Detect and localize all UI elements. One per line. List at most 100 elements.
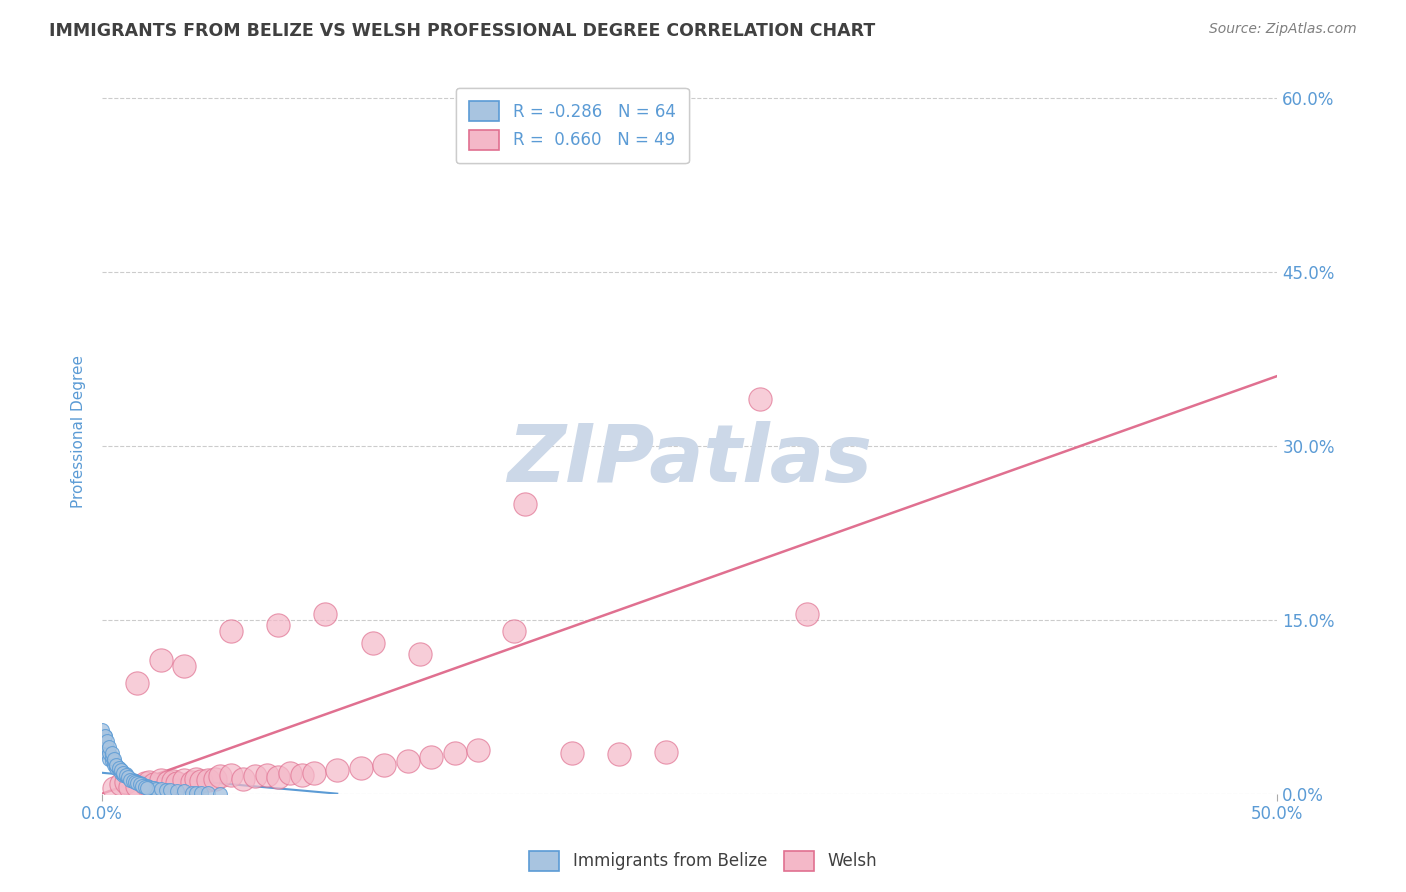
Point — [302, 765, 325, 780]
Point — [103, 754, 125, 768]
Point — [221, 624, 243, 639]
Point — [291, 768, 314, 782]
Point — [142, 780, 165, 795]
Point — [502, 624, 524, 639]
Point — [134, 779, 156, 793]
Point — [112, 765, 135, 780]
Point — [796, 607, 818, 621]
Point — [173, 772, 195, 787]
Point — [315, 607, 337, 621]
Point — [91, 734, 114, 748]
Point — [204, 772, 226, 786]
Point — [561, 746, 583, 760]
Point — [98, 752, 121, 766]
Point — [131, 777, 153, 791]
Point — [100, 746, 122, 760]
Point — [93, 740, 115, 755]
Point — [232, 772, 254, 786]
Point — [103, 757, 125, 772]
Point — [157, 775, 180, 789]
Point — [96, 740, 118, 755]
Legend: R = -0.286   N = 64, R =  0.660   N = 49: R = -0.286 N = 64, R = 0.660 N = 49 — [456, 87, 689, 163]
Point — [267, 618, 290, 632]
Point — [120, 772, 142, 786]
Point — [166, 784, 188, 798]
Point — [243, 769, 266, 783]
Point — [121, 772, 143, 787]
Point — [749, 392, 772, 407]
Point — [138, 775, 160, 789]
Point — [128, 777, 150, 791]
Point — [110, 765, 132, 780]
Point — [98, 740, 121, 755]
Point — [135, 779, 157, 793]
Point — [197, 785, 219, 799]
Point — [93, 729, 115, 743]
Point — [105, 761, 128, 775]
Point — [120, 780, 142, 794]
Point — [127, 776, 149, 790]
Point — [112, 765, 135, 780]
Point — [127, 779, 149, 793]
Text: ZIPatlas: ZIPatlas — [508, 421, 872, 500]
Point — [127, 676, 149, 690]
Point — [278, 765, 301, 780]
Point — [100, 749, 122, 764]
Point — [607, 747, 630, 762]
Y-axis label: Professional Degree: Professional Degree — [72, 355, 86, 508]
Text: Source: ZipAtlas.com: Source: ZipAtlas.com — [1209, 22, 1357, 37]
Point — [180, 775, 202, 789]
Point — [197, 772, 219, 787]
Point — [103, 780, 125, 795]
Point — [396, 754, 419, 768]
Point — [114, 768, 136, 782]
Point — [166, 776, 188, 790]
Point — [105, 757, 128, 772]
Point — [361, 636, 384, 650]
Point — [515, 497, 537, 511]
Point — [208, 769, 231, 783]
Point — [149, 653, 172, 667]
Point — [96, 734, 118, 748]
Point — [100, 754, 122, 768]
Point — [256, 768, 278, 782]
Point — [149, 772, 172, 787]
Point — [145, 782, 167, 797]
Point — [221, 768, 243, 782]
Point — [138, 780, 160, 794]
Point — [173, 784, 195, 798]
Point — [326, 764, 349, 778]
Point — [142, 777, 165, 791]
Point — [114, 767, 136, 781]
Point — [121, 773, 143, 788]
Point — [162, 773, 184, 788]
Point — [173, 659, 195, 673]
Point — [467, 742, 489, 756]
Point — [124, 775, 146, 789]
Point — [93, 729, 115, 743]
Point — [208, 787, 231, 801]
Point — [155, 783, 177, 797]
Point — [655, 745, 678, 759]
Point — [149, 782, 172, 797]
Point — [120, 772, 142, 787]
Point — [110, 777, 132, 791]
Point — [267, 771, 290, 785]
Point — [443, 746, 465, 760]
Point — [112, 768, 135, 782]
Point — [117, 771, 139, 785]
Point — [180, 785, 202, 799]
Point — [190, 773, 212, 788]
Point — [186, 785, 208, 799]
Point — [190, 785, 212, 799]
Point — [96, 746, 118, 760]
Point — [141, 780, 163, 795]
Point — [91, 723, 114, 737]
Point — [134, 776, 156, 790]
Text: IMMIGRANTS FROM BELIZE VS WELSH PROFESSIONAL DEGREE CORRELATION CHART: IMMIGRANTS FROM BELIZE VS WELSH PROFESSI… — [49, 22, 876, 40]
Point — [350, 761, 373, 775]
Point — [135, 780, 157, 795]
Point — [159, 783, 181, 797]
Point — [131, 779, 153, 793]
Point — [114, 769, 136, 783]
